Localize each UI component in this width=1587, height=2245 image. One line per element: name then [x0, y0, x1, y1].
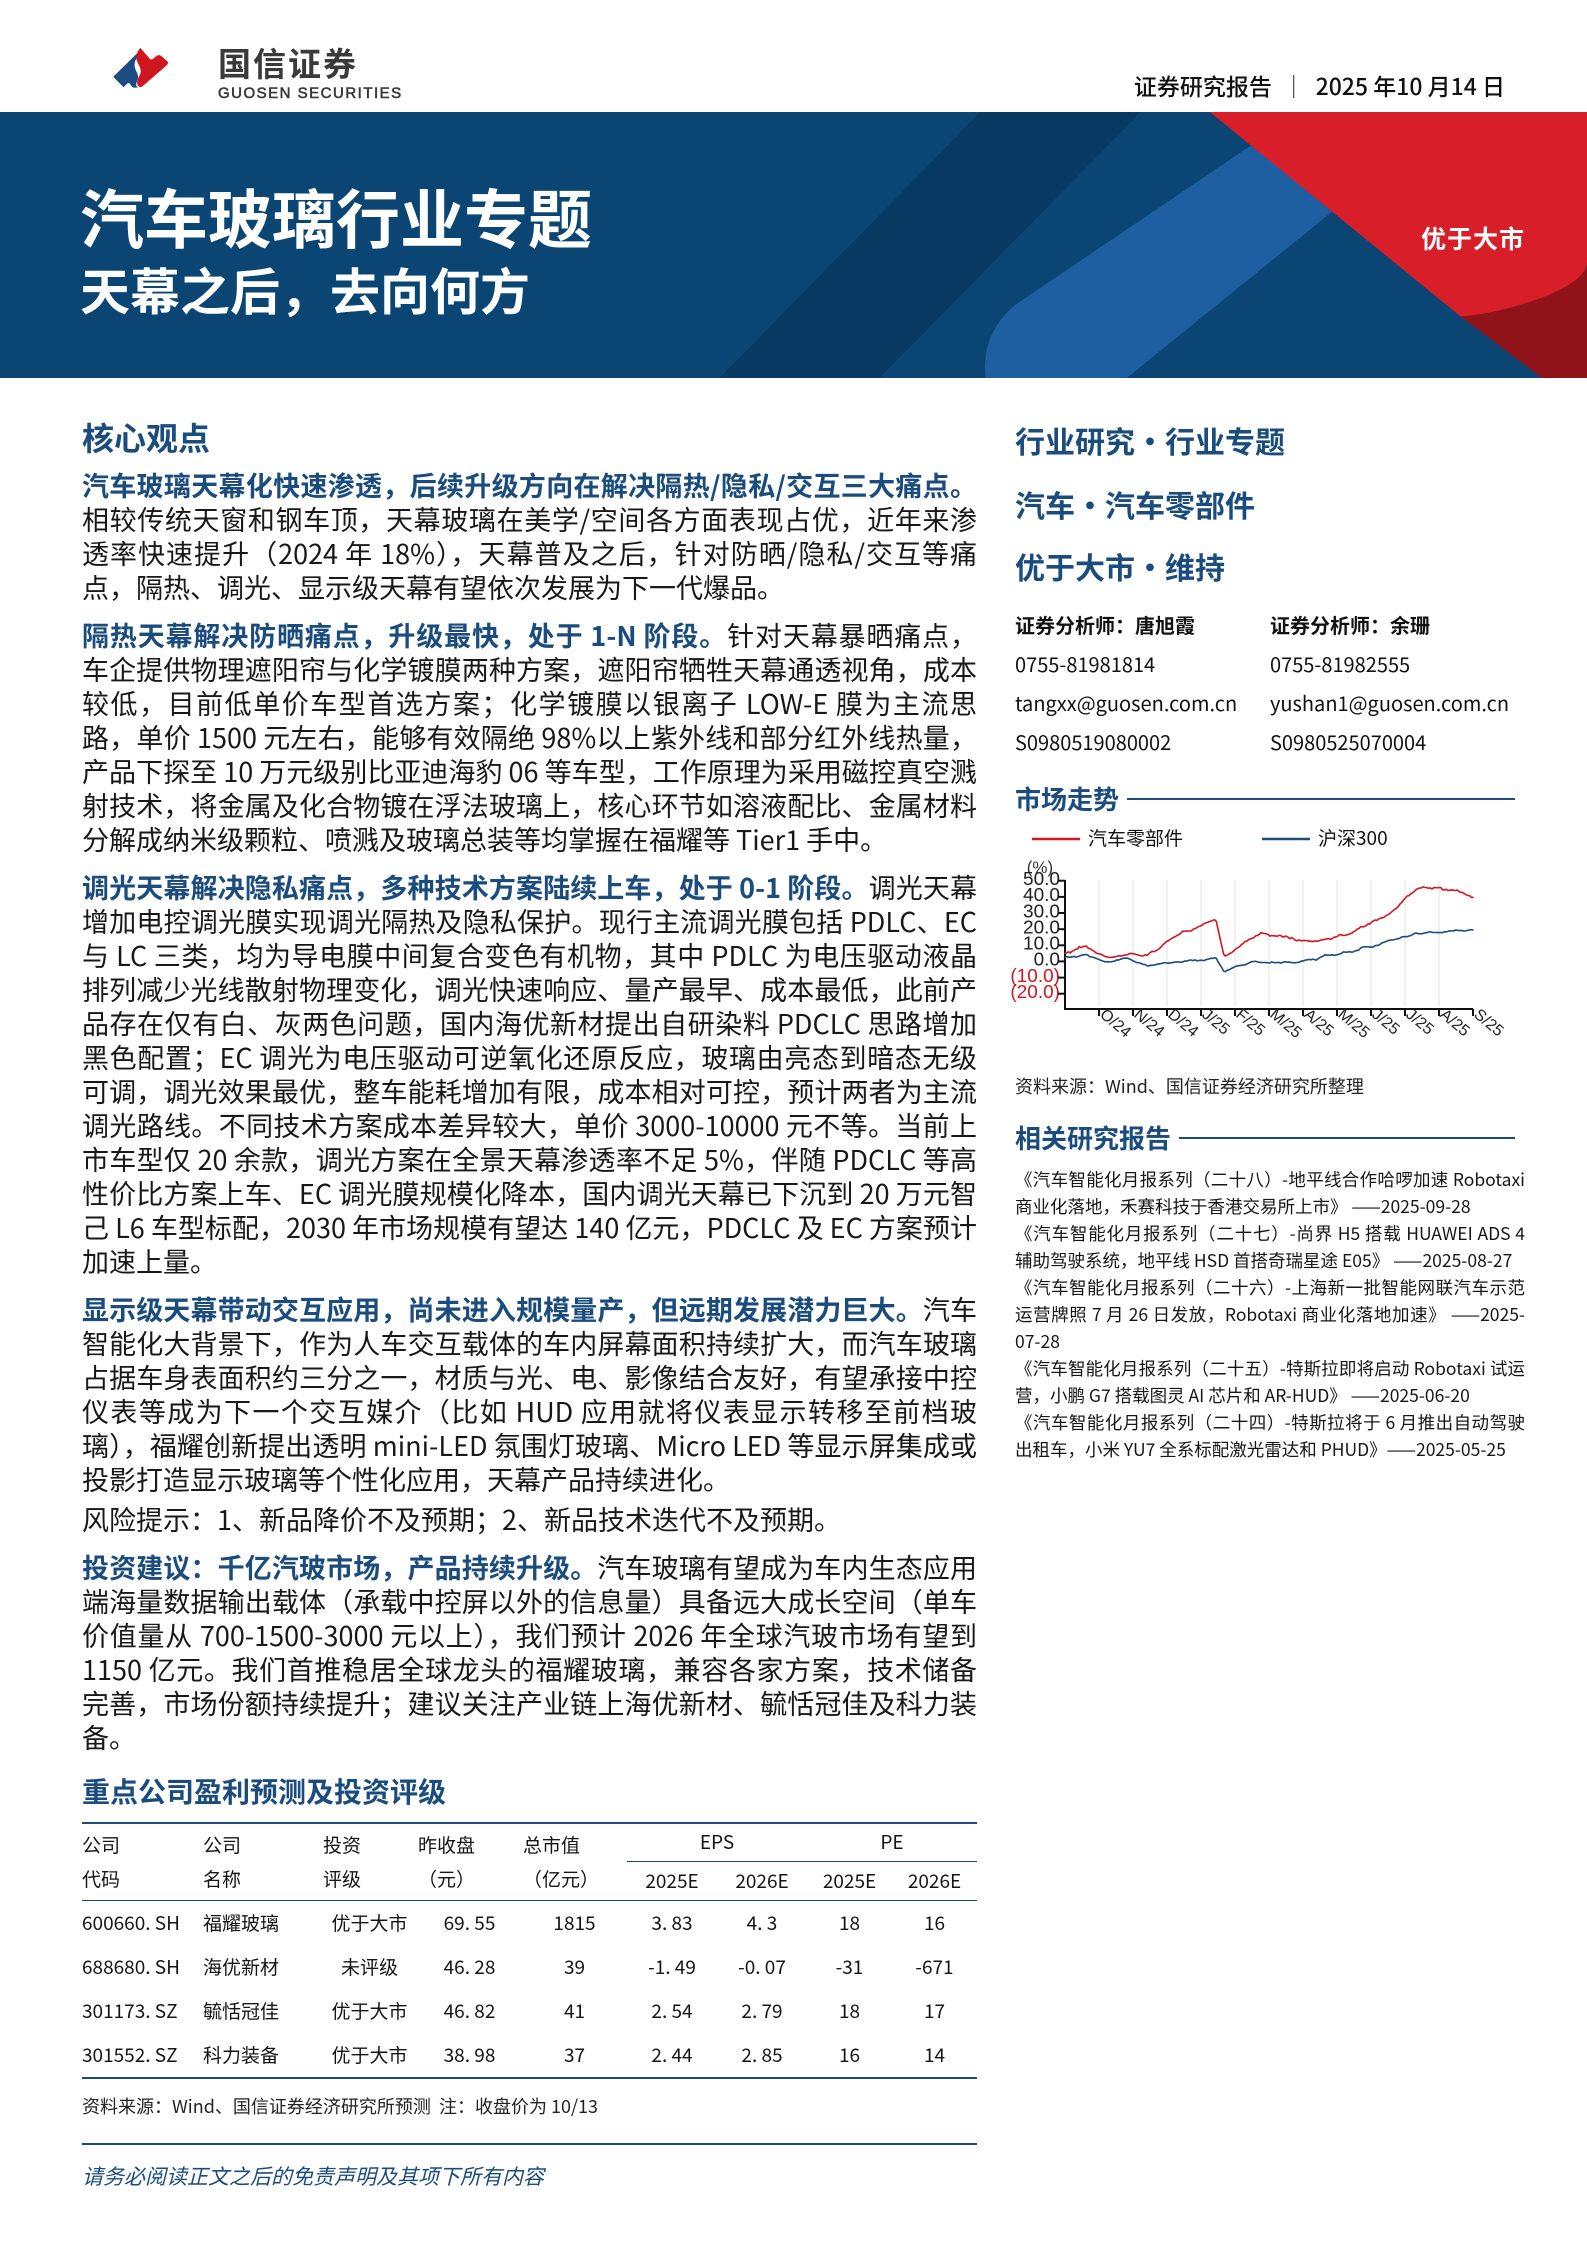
svg-text:S/25: S/25 — [1470, 1006, 1506, 1040]
svg-text:J/25: J/25 — [1402, 1006, 1436, 1039]
svg-text:F/25: F/25 — [1232, 1006, 1268, 1040]
svg-text:J/25: J/25 — [1368, 1006, 1402, 1039]
svg-text:A/25: A/25 — [1436, 1006, 1472, 1040]
svg-text:M/25: M/25 — [1334, 1006, 1372, 1042]
svg-text:J/25: J/25 — [1198, 1006, 1232, 1039]
svg-text:D/24: D/24 — [1164, 1006, 1201, 1041]
svg-text:O/24: O/24 — [1096, 1006, 1134, 1041]
svg-text:A/25: A/25 — [1300, 1006, 1336, 1040]
svg-text:M/25: M/25 — [1266, 1006, 1304, 1042]
svg-text:沪深300: 沪深300 — [1318, 827, 1388, 851]
svg-text:汽车零部件: 汽车零部件 — [1088, 827, 1183, 851]
svg-text:(20.0): (20.0) — [1010, 982, 1060, 1003]
svg-text:N/24: N/24 — [1130, 1006, 1167, 1041]
